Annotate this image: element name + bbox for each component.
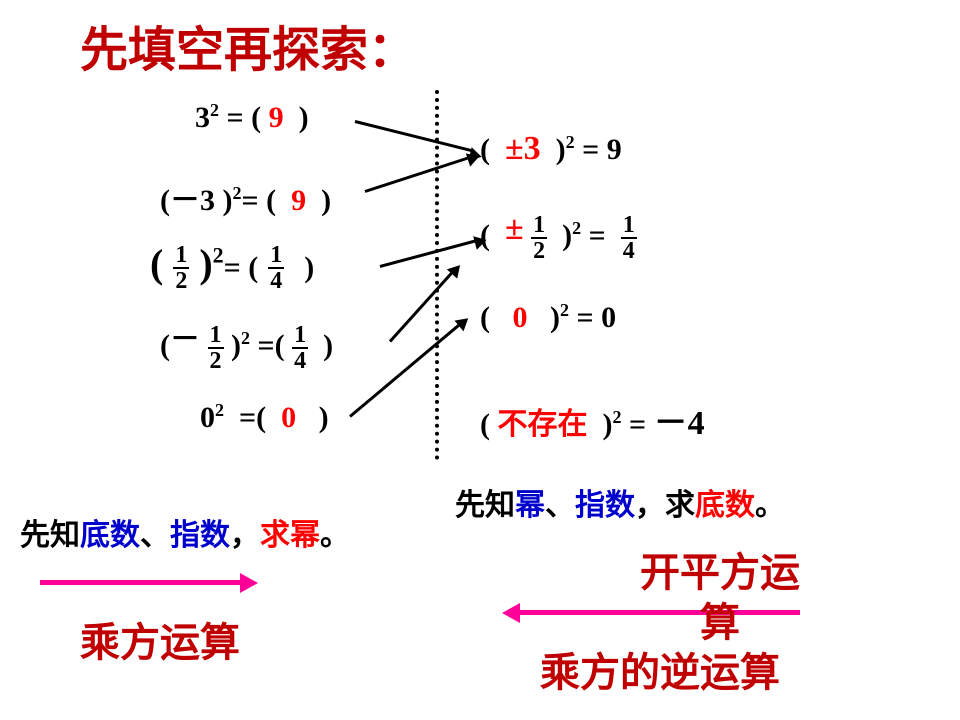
eq-r1: ( ±3 )2 = 9 xyxy=(480,130,622,168)
title: 先填空再探索： xyxy=(80,10,416,80)
eq-r3: ( 0 )2 = 0 xyxy=(480,300,616,335)
divider xyxy=(435,90,439,460)
eq-r2: ( ± 12 )2 = 14 xyxy=(480,210,637,263)
arrow-2 xyxy=(365,156,471,193)
arrow-5-head xyxy=(455,313,473,331)
eq-l4: (－ 12 )2 =( 14 ) xyxy=(160,320,333,373)
eq-l1: 32 = ( 9 ) xyxy=(195,100,309,135)
pink-arrow-right xyxy=(520,610,800,615)
eq-r4: ( 不存在 )2 = －4 xyxy=(480,395,705,444)
arrow-1 xyxy=(355,120,472,152)
arrow-4 xyxy=(389,270,455,343)
pink-arrow-left xyxy=(40,580,240,585)
eq-l5: 02 =( 0 ) xyxy=(200,400,329,435)
know-left: 先知底数、指数，求幂。 xyxy=(20,510,350,554)
arrow-3 xyxy=(380,239,477,268)
eq-l2: (－3 )2= ( 9 ) xyxy=(160,175,331,219)
label-left: 乘方运算 xyxy=(80,610,240,668)
know-right: 先知幂、指数，求底数。 xyxy=(455,480,785,524)
eq-l3: ( 12 )2= ( 14 ) xyxy=(150,240,314,293)
arrow-5 xyxy=(349,322,462,418)
label-right-3: 乘方的逆运算 xyxy=(540,640,780,698)
